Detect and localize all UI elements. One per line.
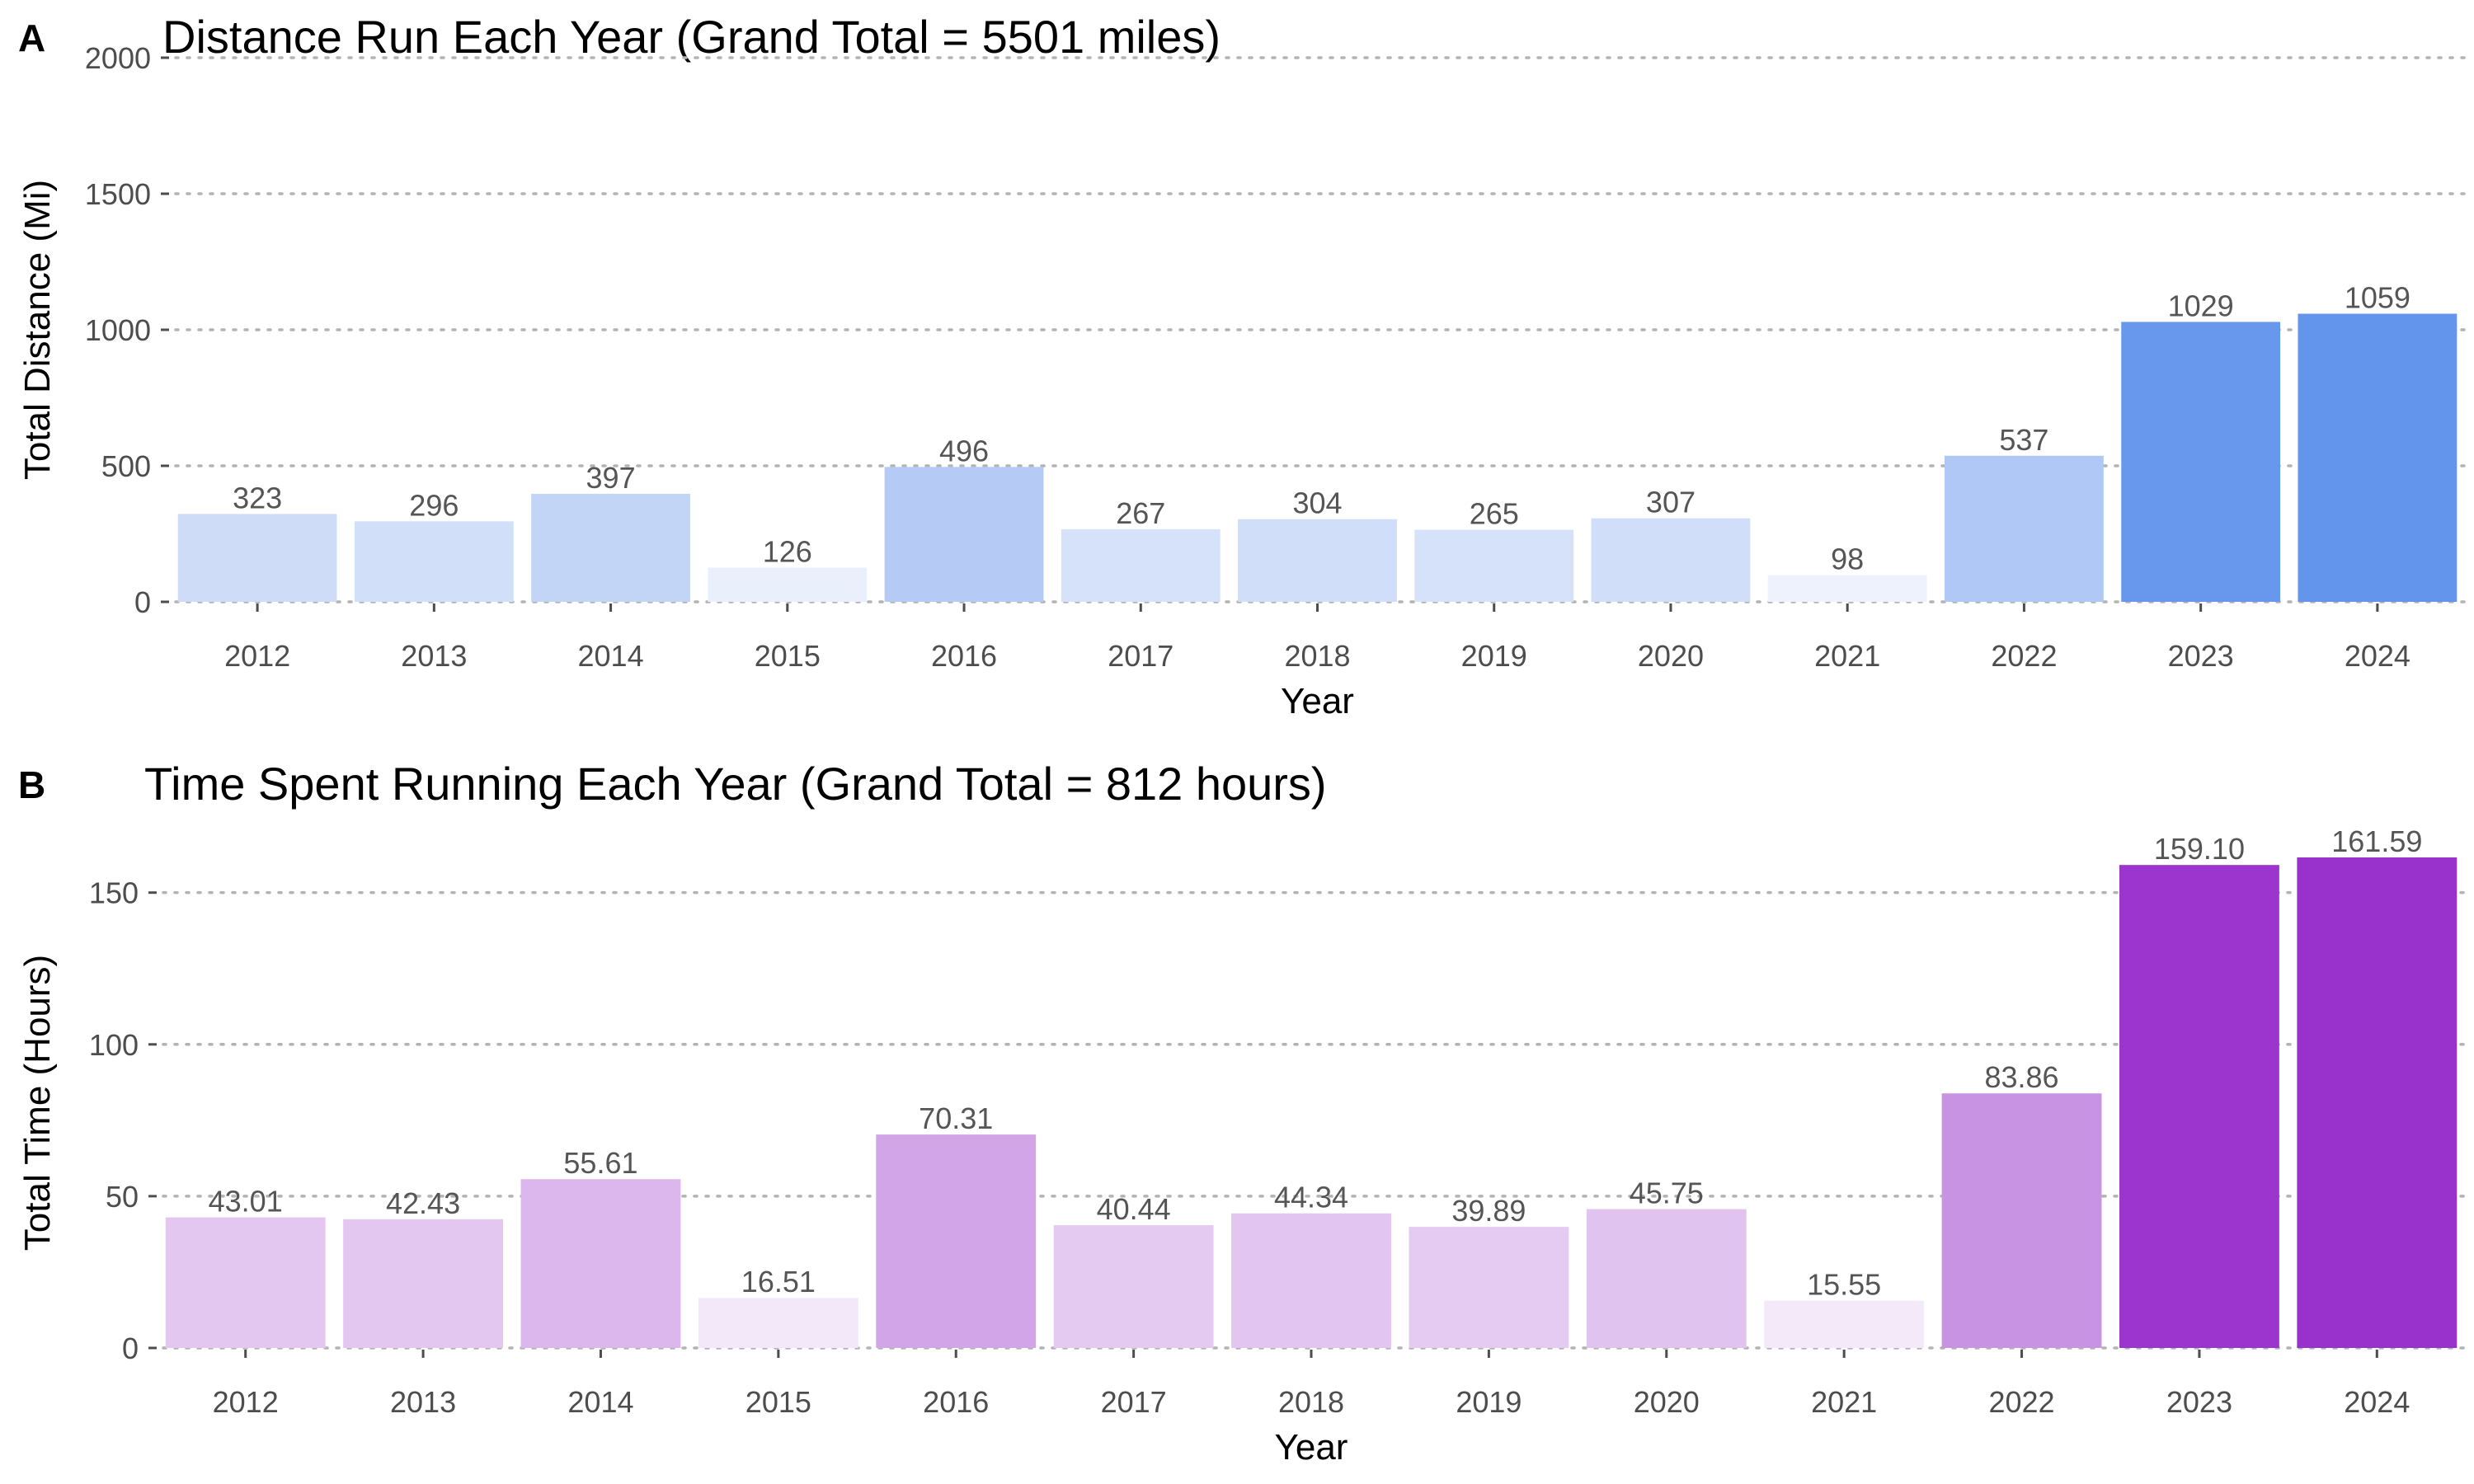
- y-tick-label: 100: [89, 1028, 139, 1062]
- x-tick-label: 2015: [745, 1385, 811, 1419]
- x-tick-label: 2016: [923, 1385, 989, 1419]
- y-tick-label: 1000: [85, 313, 151, 347]
- x-tick-label: 2023: [2166, 1385, 2232, 1419]
- data-label: 267: [1116, 496, 1165, 530]
- x-tick-label: 2014: [567, 1385, 633, 1419]
- data-label: 265: [1470, 497, 1519, 531]
- data-label: 83.86: [1984, 1060, 2058, 1094]
- y-tick-label: 1500: [85, 177, 151, 211]
- y-tick-label: 150: [89, 876, 139, 910]
- data-label: 98: [1831, 542, 1864, 576]
- bar: [1591, 518, 1751, 602]
- panel-tag: A: [18, 16, 45, 59]
- x-tick-label: 2024: [2345, 639, 2411, 673]
- data-label: 42.43: [386, 1186, 460, 1220]
- bar: [2298, 313, 2458, 602]
- bar: [1061, 528, 1221, 602]
- bar: [1409, 1227, 1569, 1348]
- y-axis-title: Total Distance (Mi): [17, 180, 58, 480]
- panel-tag: B: [18, 763, 45, 806]
- data-label: 307: [1646, 486, 1696, 519]
- x-tick-label: 2015: [755, 639, 821, 673]
- x-tick-label: 2012: [224, 639, 290, 673]
- bar: [531, 493, 690, 602]
- chart-title: Time Spent Running Each Year (Grand Tota…: [144, 758, 1327, 810]
- x-tick-label: 2021: [1811, 1385, 1877, 1419]
- x-tick-label: 2013: [401, 639, 467, 673]
- bar: [1767, 575, 1927, 602]
- bar: [2119, 865, 2279, 1348]
- data-label: 296: [409, 488, 459, 522]
- x-tick-label: 2014: [578, 639, 644, 673]
- data-label: 45.75: [1630, 1176, 1704, 1210]
- chart-title: Distance Run Each Year (Grand Total = 55…: [162, 11, 1221, 63]
- bar: [1945, 455, 2104, 602]
- data-label: 159.10: [2154, 832, 2245, 866]
- y-tick-label: 2000: [85, 41, 151, 75]
- bar: [520, 1179, 681, 1348]
- chart-panel-a: A Distance Run Each Year (Grand Total = 5…: [17, 11, 2467, 721]
- data-label: 126: [763, 534, 812, 568]
- x-tick-label: 2024: [2344, 1385, 2410, 1419]
- x-tick-label: 2020: [1638, 639, 1704, 673]
- bar: [1053, 1225, 1214, 1348]
- data-label: 39.89: [1451, 1194, 1526, 1228]
- x-tick-label: 2021: [1814, 639, 1880, 673]
- bar: [1941, 1093, 2102, 1348]
- data-label: 1029: [2168, 289, 2234, 322]
- data-label: 1059: [2345, 281, 2411, 315]
- x-tick-label: 2020: [1634, 1385, 1700, 1419]
- x-tick-label: 2022: [1991, 639, 2057, 673]
- data-label: 537: [1999, 423, 2048, 457]
- x-tick-label: 2019: [1456, 1385, 1522, 1419]
- bar: [1414, 529, 1574, 602]
- y-tick-label: 0: [122, 1331, 139, 1365]
- data-label: 70.31: [919, 1101, 993, 1135]
- x-tick-label: 2012: [213, 1385, 279, 1419]
- y-tick-label: 0: [134, 585, 151, 619]
- bar: [177, 514, 337, 602]
- bar: [343, 1219, 503, 1348]
- data-label: 397: [586, 461, 636, 495]
- data-label: 323: [233, 481, 282, 514]
- data-label: 304: [1292, 486, 1342, 520]
- x-tick-label: 2023: [2168, 639, 2234, 673]
- x-tick-label: 2018: [1284, 639, 1350, 673]
- bar: [354, 521, 514, 602]
- data-label: 40.44: [1097, 1192, 1171, 1226]
- data-label: 43.01: [209, 1185, 283, 1219]
- x-tick-label: 2019: [1461, 639, 1527, 673]
- bar: [876, 1134, 1037, 1348]
- bar: [2297, 857, 2458, 1348]
- x-tick-label: 2017: [1101, 1385, 1167, 1419]
- y-tick-label: 50: [106, 1180, 139, 1214]
- bar: [698, 1298, 858, 1348]
- x-axis-title: Year: [1275, 1427, 1348, 1468]
- bar: [1586, 1209, 1747, 1348]
- bar: [1238, 519, 1397, 602]
- data-label: 161.59: [2331, 824, 2422, 858]
- bar: [1764, 1300, 1925, 1348]
- y-axis-title: Total Time (Hours): [17, 955, 58, 1251]
- x-tick-label: 2013: [390, 1385, 456, 1419]
- data-label: 496: [939, 434, 989, 467]
- data-label: 15.55: [1807, 1268, 1881, 1302]
- x-tick-label: 2022: [1988, 1385, 2054, 1419]
- x-tick-label: 2016: [931, 639, 997, 673]
- data-label: 16.51: [741, 1265, 816, 1298]
- chart-panel-b: B Time Spent Running Each Year (Grand Tot…: [17, 758, 2467, 1468]
- bar: [165, 1217, 326, 1348]
- data-label: 55.61: [563, 1146, 637, 1180]
- bar: [2121, 322, 2281, 602]
- x-axis-title: Year: [1281, 681, 1354, 721]
- x-tick-label: 2018: [1278, 1385, 1344, 1419]
- y-tick-label: 500: [101, 449, 151, 483]
- bar: [884, 467, 1044, 602]
- x-tick-label: 2017: [1108, 639, 1174, 673]
- bar: [708, 567, 868, 602]
- bar: [1231, 1213, 1391, 1348]
- data-label: 44.34: [1274, 1181, 1348, 1214]
